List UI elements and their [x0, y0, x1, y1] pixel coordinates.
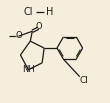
Text: O: O	[15, 31, 22, 40]
Text: H: H	[46, 7, 54, 17]
Text: Cl: Cl	[79, 76, 88, 85]
Text: O: O	[36, 22, 42, 31]
Text: Cl: Cl	[24, 7, 33, 17]
Text: NH: NH	[22, 65, 35, 74]
